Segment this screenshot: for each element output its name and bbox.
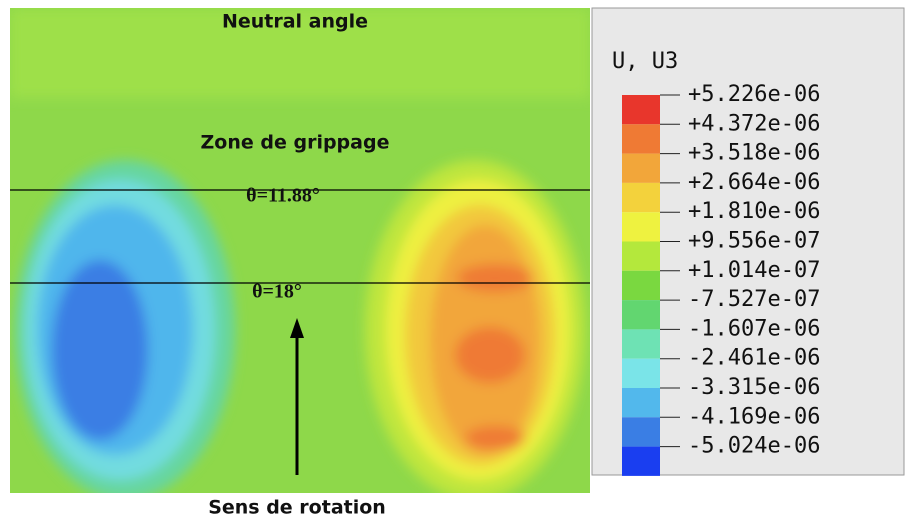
angle-label: θ=18°	[252, 281, 302, 303]
legend: +5.226e-06 +4.372e-06 +3.518e-06 +2.664e-06…	[622, 82, 820, 476]
legend-label: -7.527e-07	[688, 287, 820, 312]
annotation: Sens de rotation	[208, 497, 386, 519]
legend-label: +5.226e-06	[688, 82, 820, 107]
annotation: Neutral angle	[222, 11, 368, 33]
legend-label: -2.461e-06	[688, 346, 820, 371]
legend-swatch	[622, 182, 660, 213]
legend-label: -3.315e-06	[688, 375, 820, 400]
legend-label: -1.607e-06	[688, 316, 820, 341]
arrow-head	[290, 318, 304, 338]
legend-swatch	[622, 124, 660, 154]
legend-swatch	[622, 446, 660, 476]
legend-label: +9.556e-07	[688, 229, 820, 254]
legend-label: +1.810e-06	[688, 199, 820, 224]
legend-swatch	[622, 241, 660, 271]
legend-label: +2.664e-06	[688, 170, 820, 195]
legend-label: +3.518e-06	[688, 141, 820, 166]
legend-label: -4.169e-06	[688, 404, 820, 429]
legend-swatch	[622, 212, 660, 242]
legend-swatch	[622, 270, 660, 301]
legend-title: U, U3	[612, 49, 678, 74]
annotation: Zone de grippage	[201, 132, 390, 154]
contour-field	[10, 8, 590, 493]
legend-swatch	[622, 300, 660, 330]
legend-label: +1.014e-07	[688, 258, 820, 283]
legend-label: +4.372e-06	[688, 111, 820, 136]
legend-swatch	[622, 358, 660, 388]
legend-label: -5.024e-06	[688, 434, 820, 459]
legend-swatch	[622, 153, 660, 183]
legend-swatch	[622, 388, 660, 418]
legend-swatch	[622, 417, 660, 447]
legend-swatch	[622, 329, 660, 359]
angle-label: θ=11.88°	[246, 185, 320, 207]
legend-swatch	[622, 95, 660, 125]
